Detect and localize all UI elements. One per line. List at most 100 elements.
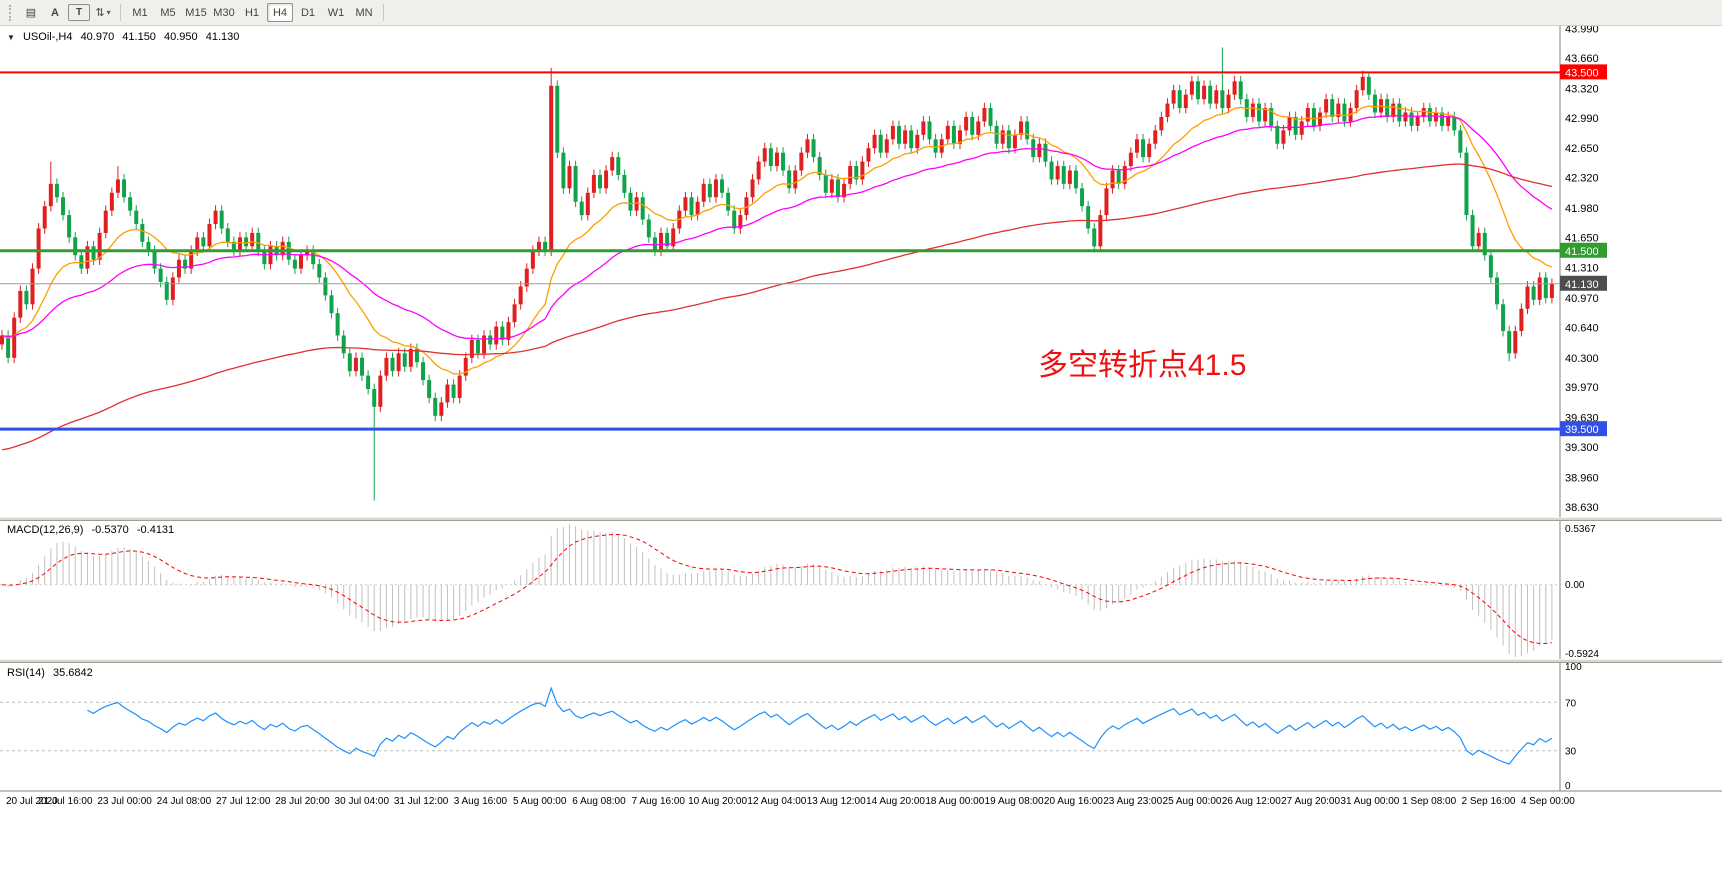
timeframe-button-h1[interactable]: H1 <box>244 6 260 19</box>
svg-text:0: 0 <box>1565 781 1571 792</box>
svg-text:28 Jul 20:00: 28 Jul 20:00 <box>275 796 330 807</box>
symbol-dropdown-arrow[interactable]: ▼ <box>7 33 15 42</box>
rsi-title: RSI(14) <box>7 667 45 679</box>
top-toolbar: ▤ A T ⇅ ▾ M1 M5 M15 M30 H1 H4 D1 W1 MN <box>0 0 1722 26</box>
ohlc-close: 41.130 <box>205 31 240 43</box>
macd-panel-separator[interactable] <box>0 517 1722 521</box>
svg-text:70: 70 <box>1565 698 1577 709</box>
svg-text:18 Aug 00:00: 18 Aug 00:00 <box>925 796 984 807</box>
textbox-tool-button[interactable]: T <box>68 4 90 21</box>
svg-text:31 Jul 12:00: 31 Jul 12:00 <box>394 796 449 807</box>
ma-line-fast[interactable] <box>1 105 1553 375</box>
rsi-line <box>87 686 1553 765</box>
svg-text:40.970: 40.970 <box>1565 293 1599 305</box>
macd-title: MACD(12,26,9) <box>7 524 84 536</box>
svg-text:40.640: 40.640 <box>1565 322 1599 334</box>
toolbar-separator <box>120 4 121 21</box>
svg-text:23 Aug 23:00: 23 Aug 23:00 <box>1103 796 1162 807</box>
svg-text:6 Aug 08:00: 6 Aug 08:00 <box>572 796 626 807</box>
svg-text:7 Aug 16:00: 7 Aug 16:00 <box>632 796 686 807</box>
timeframe-button-h4[interactable]: H4 <box>267 3 293 22</box>
toolbar-separator <box>383 4 384 21</box>
macd-signal-line <box>1 533 1552 645</box>
ma-line-medium[interactable] <box>1 114 1553 340</box>
svg-text:41.130: 41.130 <box>1565 279 1599 291</box>
svg-text:26 Aug 12:00: 26 Aug 12:00 <box>1222 796 1281 807</box>
svg-text:10 Aug 20:00: 10 Aug 20:00 <box>688 796 747 807</box>
svg-text:14 Aug 20:00: 14 Aug 20:00 <box>866 796 925 807</box>
macd-panel-title: MACD(12,26,9) -0.5370 -0.4131 <box>7 524 179 536</box>
svg-text:25 Aug 00:00: 25 Aug 00:00 <box>1163 796 1222 807</box>
ohlc-low: 40.950 <box>164 31 198 43</box>
svg-text:43.500: 43.500 <box>1565 67 1599 79</box>
pivot-line-price-tag <box>1560 242 1607 258</box>
chart-objects-icon: ⇅ <box>95 7 105 19</box>
chevron-down-icon: ▾ <box>106 8 111 17</box>
support-line-price-tag <box>1560 421 1607 437</box>
timeframe-button-w1[interactable]: W1 <box>327 6 345 19</box>
svg-text:39.500: 39.500 <box>1565 424 1599 436</box>
timeframe-button-m15[interactable]: M15 <box>185 6 207 19</box>
svg-text:27 Jul 12:00: 27 Jul 12:00 <box>216 796 271 807</box>
timeframe-button-m1[interactable]: M1 <box>132 6 148 19</box>
svg-text:41.310: 41.310 <box>1565 263 1599 275</box>
svg-text:12 Aug 04:00: 12 Aug 04:00 <box>747 796 806 807</box>
ohlc-open: 40.970 <box>80 31 115 43</box>
svg-text:30: 30 <box>1565 747 1577 758</box>
svg-text:13 Aug 12:00: 13 Aug 12:00 <box>807 796 866 807</box>
svg-text:39.300: 39.300 <box>1565 442 1599 454</box>
timeframe-button-m5[interactable]: M5 <box>160 6 176 19</box>
svg-text:38.630: 38.630 <box>1565 502 1599 514</box>
svg-text:41.980: 41.980 <box>1565 203 1599 215</box>
svg-text:42.990: 42.990 <box>1565 113 1599 125</box>
svg-text:4 Sep 00:00: 4 Sep 00:00 <box>1521 796 1575 807</box>
rsi-panel-separator[interactable] <box>0 659 1722 663</box>
ma-line-slow[interactable] <box>1 163 1553 451</box>
timeframe-button-d1[interactable]: D1 <box>300 6 316 19</box>
annotate-text-button[interactable]: A <box>51 6 59 19</box>
svg-text:43.990: 43.990 <box>1565 24 1599 36</box>
macd-histogram <box>7 524 1553 657</box>
ohlc-high: 41.150 <box>122 31 156 43</box>
svg-text:43.320: 43.320 <box>1565 83 1599 95</box>
svg-text:2 Sep 16:00: 2 Sep 16:00 <box>1462 796 1516 807</box>
timeframe-button-mn[interactable]: MN <box>355 6 373 19</box>
timeframe-button-m30[interactable]: M30 <box>213 6 235 19</box>
svg-text:0.5367: 0.5367 <box>1565 524 1596 535</box>
svg-text:20 Aug 16:00: 20 Aug 16:00 <box>1044 796 1103 807</box>
svg-text:21 Jul 16:00: 21 Jul 16:00 <box>38 796 93 807</box>
price-axis-labels[interactable]: 43.990 43.660 43.320 42.990 42.650 42.320 41.9… <box>1565 24 1599 514</box>
svg-text:27 Aug 20:00: 27 Aug 20:00 <box>1281 796 1340 807</box>
current-price-tag <box>1560 275 1607 291</box>
svg-text:42.320: 42.320 <box>1565 173 1599 185</box>
rsi-panel-title: RSI(14) 35.6842 <box>7 667 98 679</box>
svg-text:41.650: 41.650 <box>1565 232 1599 244</box>
svg-text:39.970: 39.970 <box>1565 382 1599 394</box>
rsi-value: 35.6842 <box>52 667 93 679</box>
toolbar-grip[interactable] <box>9 4 14 21</box>
timeframe-group: M1 M5 M15 M30 H1 H4 D1 W1 MN <box>126 3 378 22</box>
svg-text:43.660: 43.660 <box>1565 53 1599 65</box>
svg-text:1 Sep 08:00: 1 Sep 08:00 <box>1402 796 1456 807</box>
svg-text:0.00: 0.00 <box>1565 580 1585 591</box>
chart-objects-dropdown[interactable]: ⇅ ▾ <box>92 3 114 22</box>
svg-text:41.500: 41.500 <box>1565 246 1599 258</box>
candles-layer[interactable] <box>0 47 1554 501</box>
svg-text:-0.5924: -0.5924 <box>1565 649 1599 660</box>
svg-text:20 Jul 2020: 20 Jul 2020 <box>6 796 58 807</box>
svg-text:23 Jul 00:00: 23 Jul 00:00 <box>97 796 152 807</box>
svg-text:30 Jul 04:00: 30 Jul 04:00 <box>335 796 390 807</box>
resistance-line-price-tag <box>1560 64 1607 80</box>
svg-text:31 Aug 00:00: 31 Aug 00:00 <box>1340 796 1399 807</box>
symbol-period-label: USOil-,H4 <box>22 31 73 43</box>
macd-value: -0.5370 <box>91 524 129 536</box>
svg-text:42.650: 42.650 <box>1565 143 1599 155</box>
indicator-list-button[interactable]: ▤ <box>25 7 37 19</box>
chart-annotation: 多空转折点41.5 <box>1038 349 1247 382</box>
svg-text:38.960: 38.960 <box>1565 472 1599 484</box>
macd-signal-value: -0.4131 <box>136 524 175 536</box>
chart-header: ▼ USOil-,H4 40.970 41.150 40.950 41.130 <box>7 31 244 43</box>
